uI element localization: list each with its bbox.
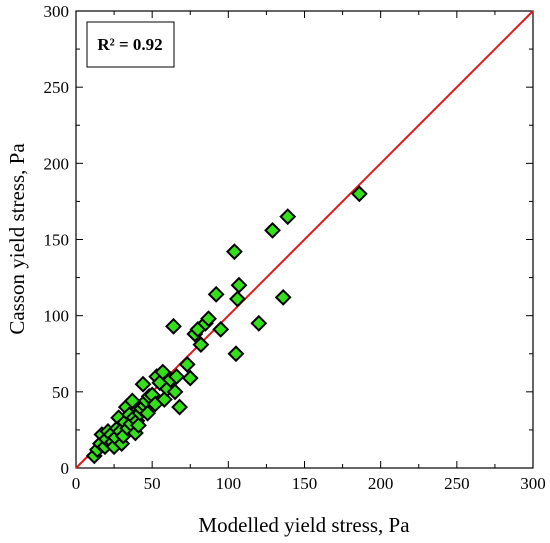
r2-label: R² = 0.92 [97, 35, 162, 54]
data-point [168, 368, 185, 386]
y-tick-label: 150 [44, 231, 70, 250]
data-point [229, 290, 246, 308]
r2-box [86, 21, 175, 68]
data-point [171, 398, 189, 416]
plot-area [75, 10, 534, 469]
y-tick-label: 50 [52, 383, 69, 402]
data-point [139, 404, 157, 422]
y-tick-labels: 0 50 100 150 200 250 300 [44, 2, 70, 478]
data-point [350, 185, 368, 203]
data-point [264, 221, 281, 239]
data-point [130, 416, 147, 434]
data-point [166, 383, 184, 401]
data-point [230, 276, 248, 294]
x-tick-label: 50 [144, 474, 161, 493]
x-tick-labels: 0 50 100 150 200 250 300 [72, 474, 546, 493]
data-point [165, 317, 182, 335]
data-point [279, 208, 297, 226]
y-tick-label: 300 [44, 2, 70, 21]
y-tick-label: 100 [44, 307, 70, 326]
data-point [212, 320, 230, 338]
axis-ticks [75, 10, 534, 469]
data-point [250, 314, 268, 332]
data-point [178, 355, 196, 373]
r2-annotation: R² = 0.92 [86, 21, 175, 68]
y-tick-label: 0 [61, 459, 70, 478]
y-axis-title: Casson yield stress, Pa [5, 143, 29, 335]
x-tick-label: 150 [292, 474, 318, 493]
data-point [227, 345, 245, 363]
data-point [134, 375, 152, 393]
data-point [274, 288, 292, 306]
x-tick-label: 100 [216, 474, 242, 493]
data-point [181, 369, 199, 387]
y-tick-label: 200 [44, 154, 70, 173]
x-tick-label: 0 [72, 474, 81, 493]
data-point [226, 243, 243, 261]
data-point [200, 310, 217, 328]
x-tick-label: 200 [368, 474, 394, 493]
data-point [207, 285, 225, 303]
y-tick-label: 250 [44, 78, 70, 97]
x-axis-title: Modelled yield stress, Pa [198, 513, 410, 537]
x-tick-label: 300 [520, 474, 546, 493]
data-point [192, 336, 210, 354]
x-tick-label: 250 [444, 474, 470, 493]
data-point [123, 392, 141, 410]
data-points [85, 185, 368, 465]
